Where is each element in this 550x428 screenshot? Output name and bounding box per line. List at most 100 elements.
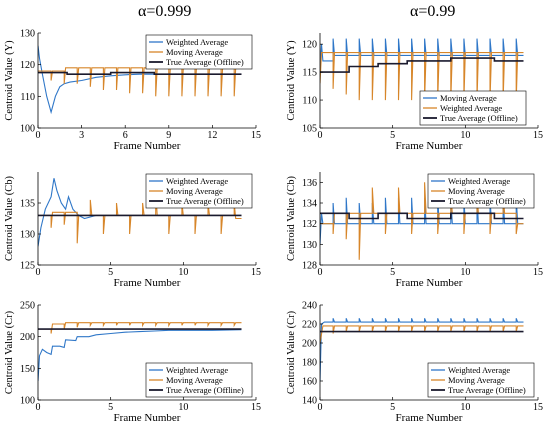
y-tick-label: 160: [302, 377, 317, 388]
x-tick-label: 10: [460, 130, 470, 141]
legend-entry: True Average (Offline): [166, 57, 244, 67]
series-line-moving: [320, 182, 524, 260]
chart-right-middle: 0 5 10 15 128 130 132 134 136 Frame Number Centroi…: [286, 172, 543, 289]
y-axis-label: Centroid Value (Cr): [4, 310, 15, 394]
chart-right-bottom: 0 5 10 15 140 160 180 200 220 240 Frame Number Cent…: [286, 301, 543, 425]
x-tick-label: 5: [390, 402, 395, 413]
y-tick-label: 110: [302, 96, 317, 107]
x-tick-label: 5: [108, 402, 113, 413]
x-axis-label: Frame Number: [396, 277, 463, 289]
y-tick-label: 136: [302, 178, 317, 189]
y-axis-label: Centroid Value (Y): [4, 40, 15, 121]
column-title-left: α=0.999: [138, 3, 192, 20]
y-tick-label: 100: [20, 124, 35, 135]
y-tick-label: 132: [302, 219, 317, 230]
y-tick-label: 200: [20, 332, 35, 343]
y-tick-label: 180: [302, 358, 317, 369]
legend-entry: True Average (Offline): [448, 196, 526, 206]
x-tick-label: 10: [460, 267, 470, 278]
y-tick-label: 100: [20, 396, 35, 407]
legend-box: [427, 173, 535, 209]
chart-right-top: 0 5 10 15 105 110 115 120 Frame Number Centroid V…: [286, 33, 543, 152]
legend-entry: Weighted Average: [166, 37, 228, 47]
legend-entry: Moving Average: [166, 375, 223, 385]
x-tick-label: 10: [178, 267, 188, 278]
x-tick-label: 15: [533, 402, 543, 413]
x-tick-label: 0: [36, 402, 41, 413]
legend-entry: True Average (Offline): [448, 385, 526, 395]
column-title-right: α=0.99: [410, 3, 456, 20]
series-line-moving: [38, 322, 242, 334]
y-tick-label: 110: [20, 92, 35, 103]
x-tick-label: 6: [123, 130, 128, 141]
legend-entry: Moving Average: [166, 47, 223, 57]
y-tick-label: 130: [20, 29, 35, 40]
x-tick-label: 0: [318, 130, 323, 141]
x-axis-label: Frame Number: [114, 140, 181, 152]
y-axis-label: Centroid Value (Cb): [4, 176, 15, 261]
y-tick-label: 130: [20, 230, 35, 241]
legend-entry: Moving Average: [166, 186, 223, 196]
y-axis-label: Centroid Value (Y): [286, 40, 297, 121]
legend-box: [145, 34, 253, 70]
y-tick-label: 200: [302, 339, 317, 350]
y-tick-label: 140: [302, 396, 317, 407]
legend-entry: Weighted Average: [448, 176, 510, 186]
legend-box: [419, 90, 527, 126]
y-tick-label: 134: [302, 199, 317, 210]
x-tick-label: 0: [36, 267, 41, 278]
x-axis-label: Frame Number: [114, 412, 181, 424]
y-axis-label: Centroid Value (Cb): [286, 176, 297, 261]
legend-entry: Moving Average: [440, 93, 497, 103]
legend-box: [145, 362, 253, 398]
y-tick-label: 130: [302, 240, 317, 251]
y-tick-label: 125: [20, 261, 35, 272]
y-tick-label: 115: [302, 68, 317, 79]
legend-entry: Weighted Average: [440, 103, 502, 113]
x-tick-label: 0: [36, 130, 41, 141]
legend-entry: Weighted Average: [166, 365, 228, 375]
x-tick-label: 12: [207, 130, 217, 141]
series-line-moving: [320, 325, 524, 344]
series-line-true: [320, 57, 524, 73]
series-line-weighted: [38, 329, 242, 382]
x-axis-label: Frame Number: [396, 412, 463, 424]
x-tick-label: 15: [251, 267, 261, 278]
x-tick-label: 5: [108, 267, 113, 278]
legend-entry: Weighted Average: [448, 365, 510, 375]
y-tick-label: 150: [20, 364, 35, 375]
x-tick-label: 10: [178, 402, 188, 413]
x-tick-label: 10: [460, 402, 470, 413]
y-tick-label: 240: [302, 301, 317, 312]
x-tick-label: 3: [79, 130, 84, 141]
y-tick-label: 105: [302, 124, 317, 135]
x-tick-label: 5: [390, 267, 395, 278]
legend-entry: Moving Average: [448, 186, 505, 196]
x-tick-label: 15: [251, 130, 261, 141]
x-tick-label: 15: [533, 130, 543, 141]
chart-left-middle: 0 5 10 15 125 130 135 Frame Number Centroid Valu…: [4, 172, 261, 289]
legend-box: [145, 173, 253, 209]
series-line-weighted: [320, 318, 524, 382]
x-tick-label: 0: [318, 402, 323, 413]
x-axis-label: Frame Number: [114, 277, 181, 289]
y-tick-label: 120: [302, 40, 317, 51]
series-line-true: [320, 212, 524, 220]
x-tick-label: 5: [390, 130, 395, 141]
x-axis-label: Frame Number: [396, 140, 463, 152]
y-tick-label: 135: [20, 199, 35, 210]
x-tick-label: 9: [166, 130, 171, 141]
y-tick-label: 120: [20, 60, 35, 71]
series-line-moving: [38, 67, 242, 97]
y-tick-label: 220: [302, 320, 317, 331]
legend-entry: True Average (Offline): [440, 113, 518, 123]
x-tick-label: 15: [533, 267, 543, 278]
y-axis-label: Centroid Value (Cr): [286, 310, 297, 394]
